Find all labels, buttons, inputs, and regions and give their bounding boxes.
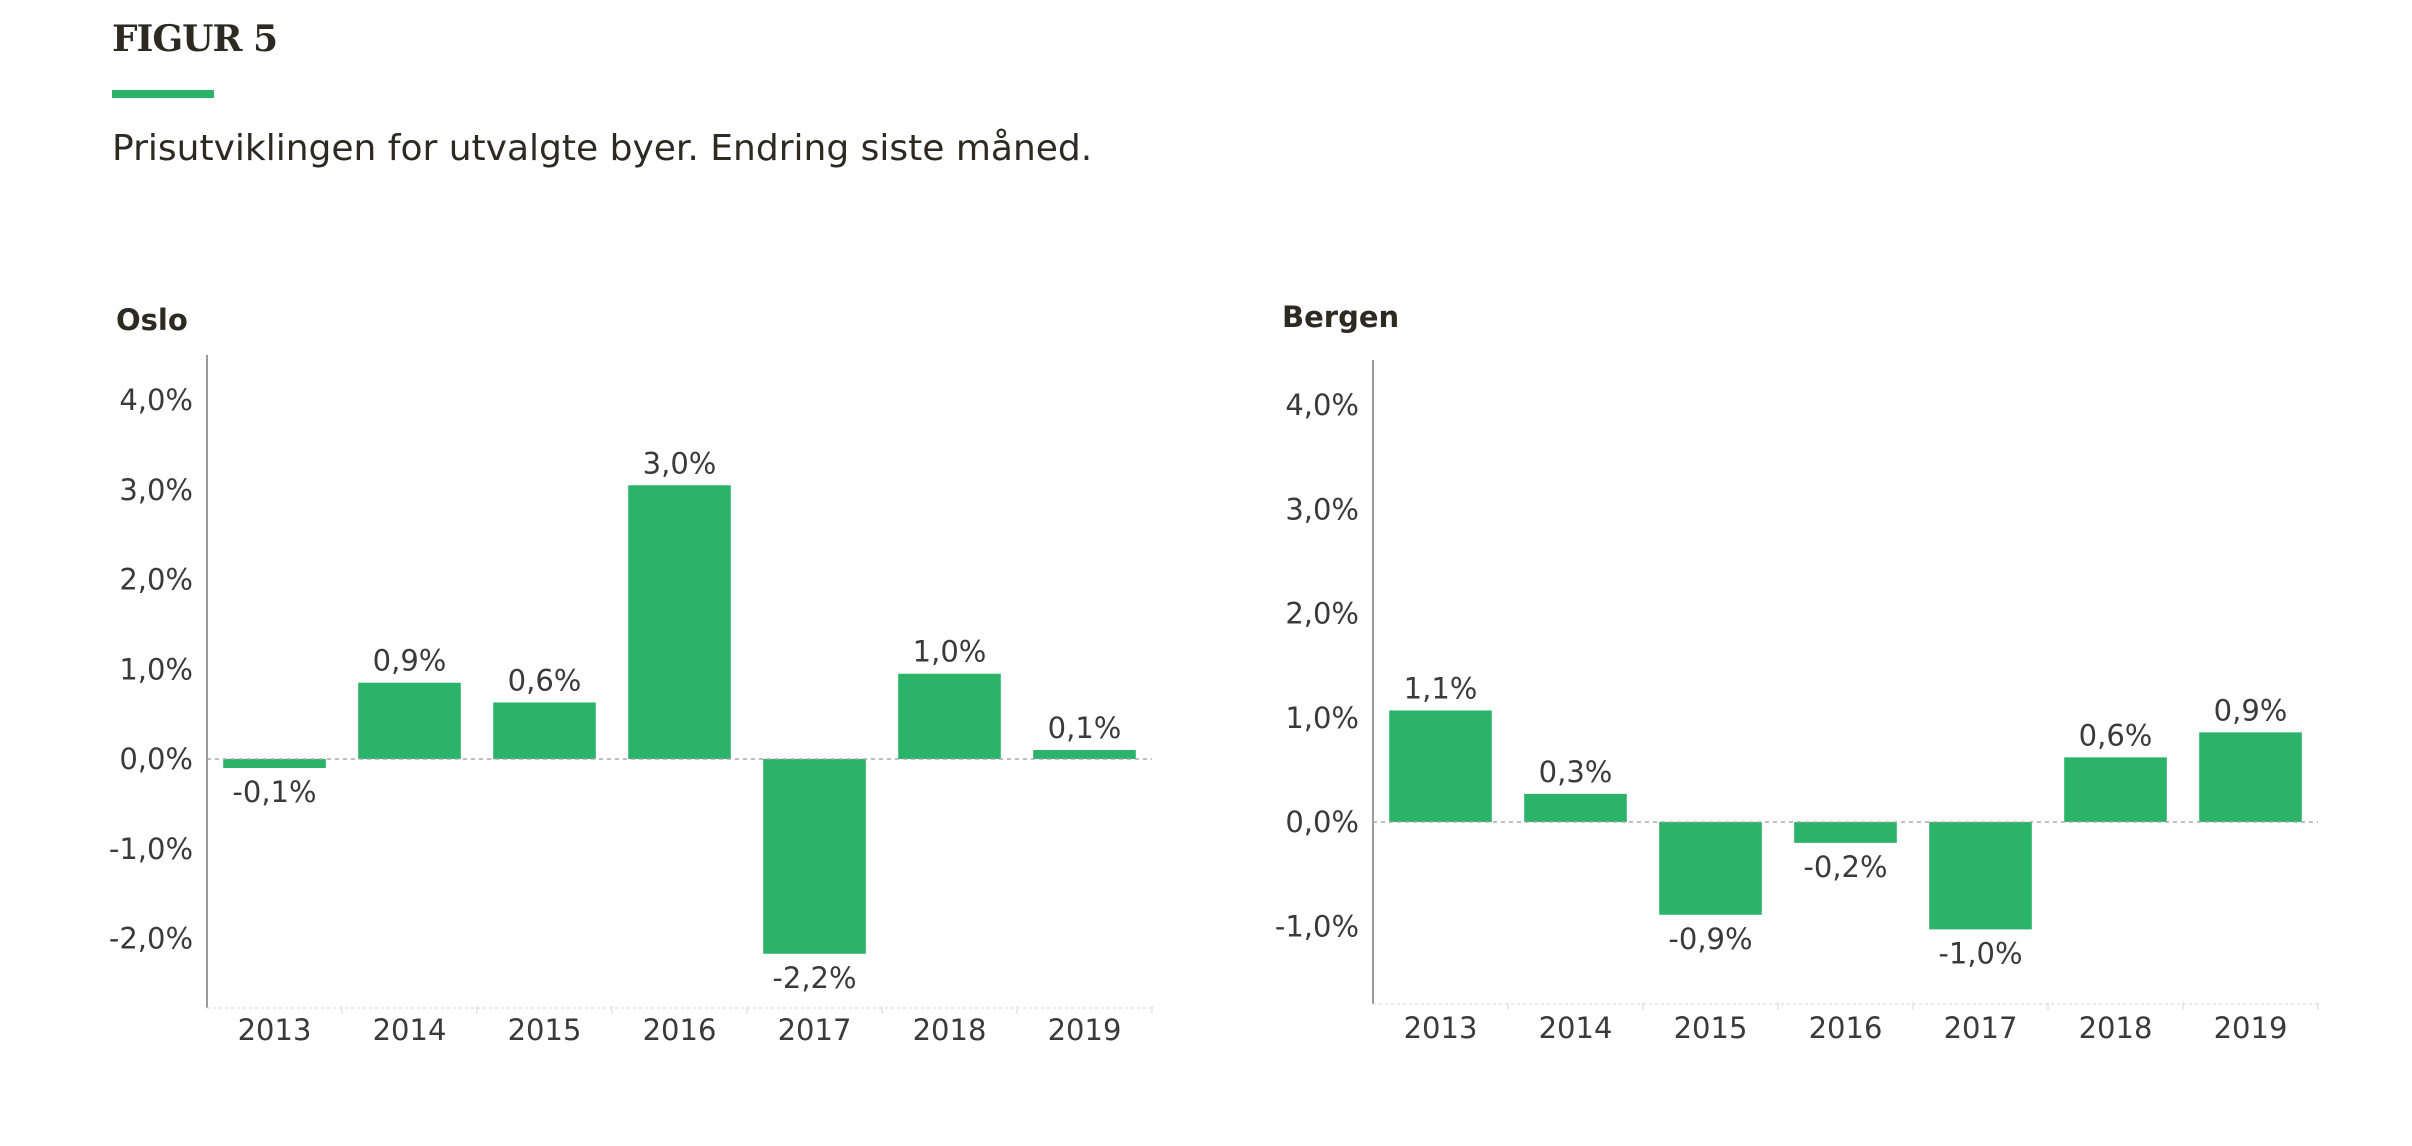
bar-2017 — [763, 759, 866, 954]
x-tick-label: 2016 — [1809, 1011, 1883, 1045]
figure-label: FIGUR 5 — [112, 18, 278, 60]
bar-2013 — [223, 759, 326, 768]
y-tick-label: 2,0% — [1285, 597, 1359, 631]
data-label: 0,1% — [1048, 711, 1122, 745]
data-label: 0,9% — [2214, 693, 2288, 727]
x-tick-label: 2013 — [238, 1013, 312, 1047]
data-label: 1,1% — [1404, 671, 1478, 705]
figure-accent-rule — [112, 90, 214, 98]
x-tick-label: 2017 — [1944, 1011, 2018, 1045]
data-label: 0,9% — [373, 644, 447, 678]
y-tick-label: 3,0% — [119, 473, 193, 507]
y-tick-label: -1,0% — [109, 832, 193, 866]
x-tick-label: 2016 — [643, 1013, 717, 1047]
data-label: 1,0% — [913, 635, 987, 669]
data-label: -0,1% — [232, 775, 316, 809]
data-label: 0,6% — [2079, 718, 2153, 752]
figure-subtitle: Prisutviklingen for utvalgte byer. Endri… — [112, 128, 1093, 169]
bar-2015 — [493, 702, 596, 759]
data-label: 3,0% — [643, 446, 717, 480]
y-tick-label: 2,0% — [119, 563, 193, 597]
x-tick-label: 2017 — [778, 1013, 852, 1047]
y-tick-label: -2,0% — [109, 922, 193, 956]
x-tick-label: 2014 — [373, 1013, 447, 1047]
x-tick-label: 2014 — [1539, 1011, 1613, 1045]
y-tick-label: -1,0% — [1275, 909, 1359, 943]
y-tick-label: 3,0% — [1285, 492, 1359, 526]
y-tick-label: 4,0% — [119, 383, 193, 417]
panel-title: Bergen — [1282, 300, 1399, 334]
data-label: 0,3% — [1539, 755, 1613, 789]
y-tick-label: 0,0% — [119, 742, 193, 776]
bar-2018 — [2064, 757, 2167, 822]
x-tick-label: 2019 — [2214, 1011, 2288, 1045]
bar-2019 — [1033, 750, 1136, 759]
data-label: -1,0% — [1938, 936, 2022, 970]
bar-2019 — [2199, 732, 2302, 822]
data-label: 0,6% — [508, 663, 582, 697]
x-tick-label: 2018 — [2079, 1011, 2153, 1045]
x-tick-label: 2019 — [1048, 1013, 1122, 1047]
bar-2018 — [898, 673, 1001, 759]
bar-2017 — [1929, 822, 2032, 930]
data-label: -0,2% — [1803, 850, 1887, 884]
x-tick-label: 2018 — [913, 1013, 987, 1047]
y-tick-label: 0,0% — [1285, 805, 1359, 839]
y-tick-label: 1,0% — [1285, 701, 1359, 735]
bar-2014 — [358, 682, 461, 759]
panel-title: Oslo — [116, 303, 188, 337]
x-tick-label: 2015 — [508, 1013, 582, 1047]
data-label: -0,9% — [1668, 922, 1752, 956]
bar-2016 — [1794, 822, 1897, 843]
y-tick-label: 1,0% — [119, 652, 193, 686]
bar-2014 — [1524, 793, 1627, 822]
x-tick-label: 2013 — [1404, 1011, 1478, 1045]
y-tick-label: 4,0% — [1285, 388, 1359, 422]
x-tick-label: 2015 — [1674, 1011, 1748, 1045]
data-label: -2,2% — [772, 961, 856, 995]
bar-2015 — [1659, 822, 1762, 915]
bar-2016 — [628, 485, 731, 759]
bar-2013 — [1389, 710, 1492, 822]
